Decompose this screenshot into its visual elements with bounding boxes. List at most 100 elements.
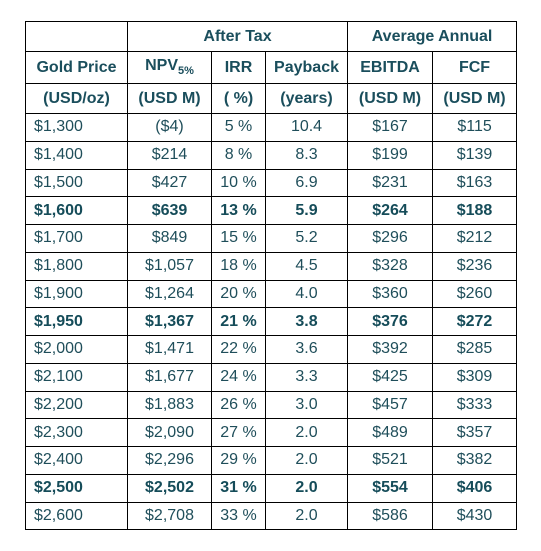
cell-gold-price: $2,100 (25, 362, 128, 392)
cell-ebitda: $392 (347, 335, 434, 364)
cell-payback: 2.0 (264, 446, 349, 475)
cell-ebitda: $376 (347, 307, 434, 336)
cell-fcf: $212 (432, 224, 518, 253)
cell-ebitda: $425 (347, 362, 434, 392)
table-row: $1,500 $427 10 % 6.9 $231 $163 (25, 168, 518, 198)
table-row: $1,950 $1,367 21 % 3.8 $376 $272 (25, 307, 518, 336)
cell-fcf: $430 (432, 501, 518, 531)
cell-irr: 24 % (211, 362, 266, 392)
cell-ebitda: $167 (347, 113, 434, 142)
cell-npv: $1,264 (127, 279, 212, 309)
cell-payback: 4.5 (264, 251, 349, 281)
cell-irr: 27 % (211, 418, 266, 447)
unit-ebitda: (USD M) (347, 83, 434, 114)
cell-fcf: $260 (432, 279, 518, 309)
cell-gold-price: $1,600 (25, 196, 128, 225)
cell-fcf: $333 (432, 390, 518, 420)
cell-payback: 3.6 (264, 335, 349, 364)
col-header-fcf: FCF (432, 51, 518, 84)
table-row: $2,100 $1,677 24 % 3.3 $425 $309 (25, 362, 518, 392)
cell-npv: ($4) (127, 113, 212, 142)
cell-ebitda: $328 (347, 251, 434, 281)
cell-payback: 2.0 (264, 473, 349, 503)
cell-payback: 2.0 (264, 501, 349, 531)
cell-ebitda: $457 (347, 390, 434, 420)
unit-fcf: (USD M) (432, 83, 518, 114)
cell-irr: 20 % (211, 279, 266, 309)
cell-npv: $1,057 (127, 251, 212, 281)
units-row: (USD/oz) (USD M) ( %) (years) (USD M) (U… (25, 83, 518, 114)
cell-gold-price: $1,800 (25, 251, 128, 281)
cell-irr: 15 % (211, 224, 266, 253)
cell-payback: 2.0 (264, 418, 349, 447)
cell-gold-price: $2,500 (25, 473, 128, 503)
cell-fcf: $115 (432, 113, 518, 142)
column-header-row: Gold Price NPV5% IRR Payback EBITDA FCF (25, 51, 518, 84)
cell-npv: $2,708 (127, 501, 212, 531)
npv-label: NPV (145, 57, 178, 75)
cell-npv: $214 (127, 140, 212, 170)
npv-discount-rate: 5% (178, 65, 194, 78)
cell-npv: $2,296 (127, 446, 212, 475)
average-annual-header: Average Annual (347, 21, 518, 52)
cell-fcf: $382 (432, 446, 518, 475)
sensitivity-table: After Tax Average Annual Gold Price NPV5… (25, 21, 518, 531)
cell-irr: 13 % (211, 196, 266, 225)
cell-npv: $1,883 (127, 390, 212, 420)
cell-irr: 10 % (211, 168, 266, 198)
table-row: $2,300 $2,090 27 % 2.0 $489 $357 (25, 418, 518, 447)
cell-gold-price: $1,950 (25, 307, 128, 336)
cell-ebitda: $199 (347, 140, 434, 170)
cell-ebitda: $521 (347, 446, 434, 475)
cell-npv: $1,471 (127, 335, 212, 364)
cell-npv: $639 (127, 196, 212, 225)
cell-fcf: $163 (432, 168, 518, 198)
cell-fcf: $285 (432, 335, 518, 364)
cell-ebitda: $586 (347, 501, 434, 531)
col-header-ebitda: EBITDA (347, 51, 434, 84)
table-row: $1,400 $214 8 % 8.3 $199 $139 (25, 140, 518, 170)
cell-payback: 3.0 (264, 390, 349, 420)
col-header-payback: Payback (264, 51, 349, 84)
unit-gold-price: (USD/oz) (25, 83, 128, 114)
table-row: $1,300 ($4) 5 % 10.4 $167 $115 (25, 113, 518, 142)
table-row: $2,500 $2,502 31 % 2.0 $554 $406 (25, 473, 518, 503)
cell-gold-price: $2,400 (25, 446, 128, 475)
cell-npv: $1,677 (127, 362, 212, 392)
cell-payback: 5.9 (264, 196, 349, 225)
table-row: $1,800 $1,057 18 % 4.5 $328 $236 (25, 251, 518, 281)
cell-irr: 5 % (211, 113, 266, 142)
cell-payback: 8.3 (264, 140, 349, 170)
cell-ebitda: $264 (347, 196, 434, 225)
cell-ebitda: $360 (347, 279, 434, 309)
cell-fcf: $406 (432, 473, 518, 503)
cell-npv: $2,090 (127, 418, 212, 447)
table-row: $2,200 $1,883 26 % 3.0 $457 $333 (25, 390, 518, 420)
table-row: $1,600 $639 13 % 5.9 $264 $188 (25, 196, 518, 225)
col-header-irr: IRR (211, 51, 266, 84)
cell-payback: 4.0 (264, 279, 349, 309)
cell-irr: 22 % (211, 335, 266, 364)
cell-payback: 5.2 (264, 224, 349, 253)
cell-fcf: $309 (432, 362, 518, 392)
cell-fcf: $188 (432, 196, 518, 225)
table-row: $2,000 $1,471 22 % 3.6 $392 $285 (25, 335, 518, 364)
cell-gold-price: $1,900 (25, 279, 128, 309)
group-header-row: After Tax Average Annual (25, 21, 518, 52)
cell-irr: 21 % (211, 307, 266, 336)
cell-payback: 6.9 (264, 168, 349, 198)
cell-gold-price: $1,300 (25, 113, 128, 142)
cell-gold-price: $2,200 (25, 390, 128, 420)
cell-gold-price: $2,600 (25, 501, 128, 531)
after-tax-header: After Tax (126, 21, 349, 52)
cell-ebitda: $489 (347, 418, 434, 447)
cell-irr: 31 % (211, 473, 266, 503)
cell-irr: 18 % (211, 251, 266, 281)
cell-fcf: $139 (432, 140, 518, 170)
col-header-npv: NPV5% (127, 51, 212, 84)
cell-gold-price: $2,000 (25, 335, 128, 364)
cell-gold-price: $1,700 (25, 224, 128, 253)
cell-gold-price: $1,400 (25, 140, 128, 170)
cell-npv: $849 (127, 224, 212, 253)
cell-gold-price: $2,300 (25, 418, 128, 447)
